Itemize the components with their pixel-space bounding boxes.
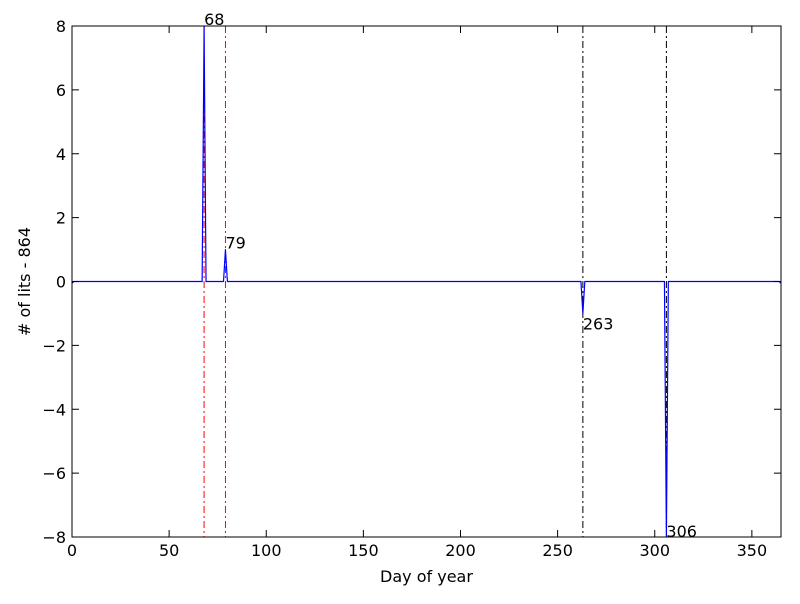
annotations: 68 79 263 306 bbox=[204, 10, 697, 541]
x-tick-label: 100 bbox=[251, 541, 282, 560]
annotation-label: 79 bbox=[225, 234, 245, 253]
annotation-label: 306 bbox=[666, 522, 697, 541]
y-tick-label: 4 bbox=[56, 145, 66, 164]
annotation-label: 263 bbox=[583, 314, 614, 333]
x-tick-label: 300 bbox=[639, 541, 670, 560]
y-tick-label: −2 bbox=[42, 336, 66, 355]
x-tick-label: 0 bbox=[67, 541, 77, 560]
y-tick-label: −8 bbox=[42, 528, 66, 547]
x-tick-label: 200 bbox=[445, 541, 476, 560]
x-tick-label: 150 bbox=[348, 541, 379, 560]
annotation-label: 68 bbox=[204, 10, 224, 29]
y-tick-label: −6 bbox=[42, 464, 66, 483]
y-tick-label: 6 bbox=[56, 81, 66, 100]
y-axis-title: # of lits - 864 bbox=[15, 227, 34, 336]
x-tick-label: 350 bbox=[737, 541, 768, 560]
x-axis-title: Day of year bbox=[380, 567, 473, 586]
x-tick-label: 50 bbox=[159, 541, 179, 560]
axis-ticks: 0 50 100 150 200 250 300 350 −8 −6 −4 −2 0 2 4 6 8 bbox=[42, 17, 781, 560]
y-tick-label: 8 bbox=[56, 17, 66, 36]
y-tick-label: 0 bbox=[56, 273, 66, 292]
plot-area bbox=[72, 26, 781, 537]
y-tick-label: −4 bbox=[42, 400, 66, 419]
series-line bbox=[72, 26, 781, 537]
x-tick-label: 250 bbox=[542, 541, 573, 560]
y-tick-label: 2 bbox=[56, 209, 66, 228]
